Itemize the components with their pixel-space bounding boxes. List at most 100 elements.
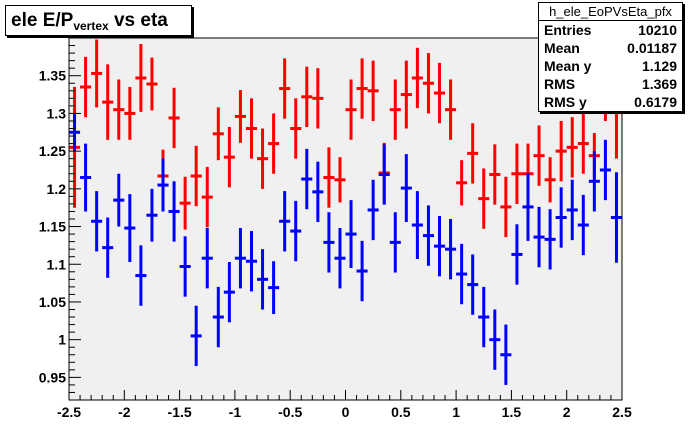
y-tick-label: 1.1: [47, 256, 67, 272]
blue-profile-point: [411, 191, 423, 259]
y-tick-label: 1.3: [47, 105, 67, 121]
x-tick-label: 0: [342, 404, 350, 420]
blue-profile-point: [345, 200, 357, 269]
blue-profile-point: [577, 194, 589, 256]
blue-profile-point: [301, 148, 313, 210]
red-profile-point: [356, 58, 368, 119]
blue-profile-point: [168, 181, 180, 242]
blue-profile-point: [323, 212, 335, 273]
red-profile-point: [268, 113, 280, 174]
red-profile-point: [113, 79, 125, 140]
red-profile-point: [279, 58, 291, 119]
y-tick-label: 1.35: [39, 68, 66, 84]
red-profile-point: [212, 107, 224, 161]
blue-profile-point: [290, 200, 302, 262]
x-tick-label: -2.5: [57, 404, 81, 420]
stats-value: 0.6179: [634, 94, 677, 110]
red-profile-point: [411, 47, 423, 109]
blue-profile-point: [179, 236, 191, 297]
blue-profile-point: [146, 188, 158, 242]
x-tick-label: -0.5: [278, 404, 302, 420]
blue-profile-point: [522, 172, 534, 241]
red-profile-point: [500, 176, 512, 238]
red-profile-point: [312, 68, 324, 129]
stats-label: Mean: [544, 40, 580, 56]
blue-profile-point: [356, 240, 368, 302]
blue-profile-point: [445, 219, 457, 280]
blue-profile-point: [113, 173, 125, 227]
stats-value: 0.01187: [627, 40, 677, 56]
red-profile-point: [422, 53, 434, 114]
red-profile-point: [544, 157, 556, 203]
blue-profile-point: [500, 324, 512, 385]
red-profile-point: [511, 143, 523, 204]
plot-title: ele E/Pvertex vs eta: [5, 5, 192, 36]
stats-value: 10210: [638, 22, 677, 38]
axes: -2.5 -2 -1.5 -1 -0.5 0 0.5 1 1.5 2 2.5 0.95 1 1.05 1.1…: [39, 37, 632, 420]
blue-profile-point: [456, 243, 468, 305]
blue-profile-point: [389, 212, 401, 273]
blue-profile-point: [566, 179, 578, 241]
blue-profile-point: [157, 158, 169, 212]
red-profile-point: [146, 57, 158, 111]
blue-profile-point: [400, 154, 412, 223]
stats-row-rms-y: RMS y 0.6179: [539, 93, 682, 111]
blue-profile-point: [478, 286, 490, 348]
stats-label: Entries: [544, 22, 592, 38]
red-profile-point: [400, 60, 412, 129]
blue-profile-point: [268, 261, 280, 315]
stats-value: 1.369: [641, 76, 677, 92]
red-profile-point: [433, 62, 446, 124]
red-profile-point: [445, 79, 457, 140]
red-profile-point: [223, 126, 235, 188]
red-profile-point: [345, 79, 357, 140]
x-tick-label: 2: [563, 404, 571, 420]
blue-profile-point: [334, 228, 346, 289]
x-tick-label: -1.5: [168, 404, 192, 420]
red-profile-point: [179, 176, 191, 230]
red-profile-point: [234, 90, 246, 143]
x-tick-label: 2.5: [612, 404, 632, 420]
blue-profile-point: [489, 309, 501, 370]
red-profile-point: [102, 64, 114, 140]
x-tick-label: 0.5: [391, 404, 411, 420]
stats-label: RMS: [544, 76, 576, 92]
red-profile-point: [190, 145, 202, 207]
y-tick-label: 0.95: [39, 369, 66, 385]
blue-profile-point: [588, 151, 600, 212]
red-profile-point: [257, 128, 269, 189]
blue-profile-point: [135, 245, 147, 306]
blue-profile-point: [599, 139, 611, 201]
red-profile-point: [135, 44, 147, 112]
x-tick-label: -2: [118, 404, 131, 420]
blue-profile-point: [80, 143, 92, 212]
blue-profile-point: [102, 217, 114, 278]
title-main: ele E/P: [11, 10, 74, 31]
red-profile-point: [245, 98, 258, 159]
red-profile-point: [478, 168, 490, 229]
blue-profile-point: [433, 215, 446, 277]
x-tick-label: -1: [229, 404, 242, 420]
blue-profile-point: [245, 231, 258, 292]
red-profile-point: [555, 120, 567, 182]
red-profile-point: [301, 66, 313, 127]
red-profile-point: [91, 39, 103, 108]
blue-profile-point: [124, 194, 136, 262]
y-tick-label: 1.25: [39, 143, 66, 159]
red-profile-point: [577, 113, 589, 174]
blue-profile-point: [212, 286, 224, 348]
data-marks: [69, 38, 622, 385]
x-tick-label: 1: [452, 404, 460, 420]
red-profile-point: [467, 123, 479, 184]
blue-profile-point: [533, 206, 545, 268]
red-profile-point: [367, 60, 379, 121]
blue-profile-point: [610, 172, 622, 263]
blue-profile-point: [69, 113, 81, 152]
red-profile-point: [566, 117, 578, 178]
y-tick-label: 1.05: [39, 294, 66, 310]
blue-profile-point: [422, 205, 434, 266]
blue-profile-point: [190, 305, 202, 367]
stats-row-mean-y: Mean y 1.129: [539, 57, 682, 75]
